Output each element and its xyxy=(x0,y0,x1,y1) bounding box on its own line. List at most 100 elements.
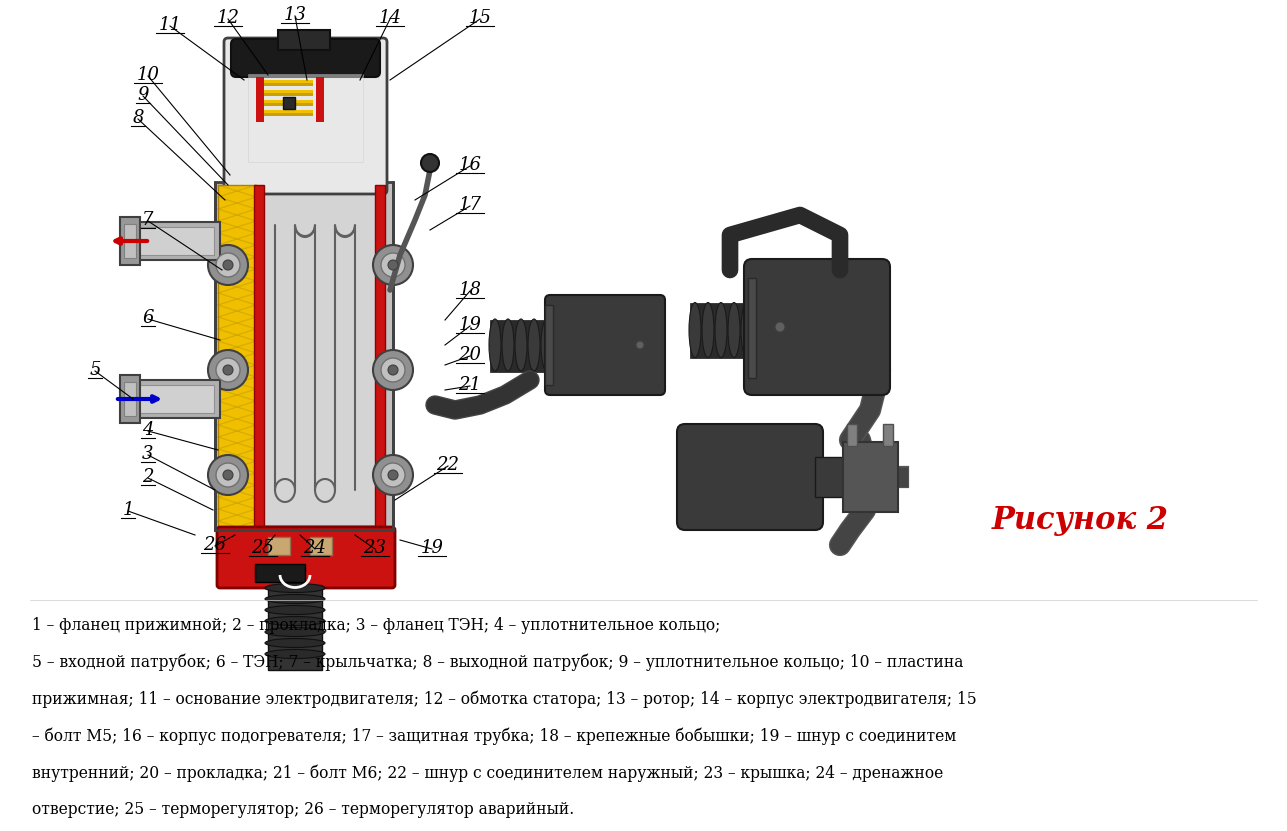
Bar xyxy=(256,77,264,122)
Text: 25: 25 xyxy=(251,539,274,557)
Circle shape xyxy=(387,260,398,270)
Text: 13: 13 xyxy=(283,6,306,24)
Text: 5: 5 xyxy=(89,361,100,379)
Text: прижимная; 11 – основание электродвигателя; 12 – обмотка статора; 13 – ротор; 14: прижимная; 11 – основание электродвигате… xyxy=(32,691,977,708)
Bar xyxy=(228,42,384,190)
Bar xyxy=(124,224,136,258)
Bar xyxy=(220,530,393,585)
Circle shape xyxy=(223,260,233,270)
Text: 2: 2 xyxy=(143,468,153,486)
Bar xyxy=(133,227,214,255)
Bar xyxy=(317,77,324,122)
Ellipse shape xyxy=(716,302,727,357)
Bar xyxy=(843,442,898,512)
Bar xyxy=(254,185,264,530)
Text: 18: 18 xyxy=(458,281,481,299)
Text: 21: 21 xyxy=(458,376,481,394)
Text: 23: 23 xyxy=(363,539,386,557)
Circle shape xyxy=(216,463,239,487)
Ellipse shape xyxy=(689,302,701,357)
Bar xyxy=(257,90,313,96)
Text: 22: 22 xyxy=(436,456,459,474)
Ellipse shape xyxy=(265,650,326,658)
Text: 16: 16 xyxy=(458,156,481,174)
Bar xyxy=(375,185,385,530)
Circle shape xyxy=(387,470,398,480)
Bar xyxy=(268,585,322,670)
Bar xyxy=(120,375,140,423)
Circle shape xyxy=(381,253,405,277)
Bar xyxy=(257,83,313,86)
Ellipse shape xyxy=(265,594,326,603)
Text: – болт М5; 16 – корпус подогревателя; 17 – защитная трубка; 18 – крепежные бобыш: – болт М5; 16 – корпус подогревателя; 17… xyxy=(32,727,956,745)
Text: 8: 8 xyxy=(133,109,144,127)
Bar xyxy=(310,537,332,555)
FancyBboxPatch shape xyxy=(224,38,387,194)
Text: отверстие; 25 – терморегулятор; 26 – терморегулятор аварийный.: отверстие; 25 – терморегулятор; 26 – тер… xyxy=(32,802,574,819)
Text: 24: 24 xyxy=(304,539,327,557)
Bar xyxy=(120,217,140,265)
Text: 14: 14 xyxy=(378,9,402,27)
Circle shape xyxy=(636,341,644,349)
Bar xyxy=(490,320,555,372)
Ellipse shape xyxy=(701,302,714,357)
Text: 5 – входной патрубок; 6 – ТЭН; 7 – крыльчатка; 8 – выходной патрубок; 9 – уплотн: 5 – входной патрубок; 6 – ТЭН; 7 – крыль… xyxy=(32,653,964,671)
Text: 4: 4 xyxy=(143,421,153,439)
Ellipse shape xyxy=(741,302,753,357)
Circle shape xyxy=(216,253,239,277)
Bar xyxy=(227,187,381,525)
FancyBboxPatch shape xyxy=(544,295,665,395)
Bar xyxy=(883,424,893,446)
Ellipse shape xyxy=(265,606,326,614)
Circle shape xyxy=(381,463,405,487)
Text: 1: 1 xyxy=(122,501,134,519)
Bar xyxy=(215,182,393,530)
Bar xyxy=(278,30,329,50)
Ellipse shape xyxy=(728,302,740,357)
Text: 10: 10 xyxy=(136,66,160,84)
Bar xyxy=(257,80,313,86)
Bar xyxy=(257,113,313,116)
Circle shape xyxy=(216,358,239,382)
Text: 19: 19 xyxy=(458,316,481,334)
Text: 19: 19 xyxy=(421,539,444,557)
Text: 15: 15 xyxy=(468,9,492,27)
Bar xyxy=(218,185,256,530)
Text: 1 – фланец прижимной; 2 – прокладка; 3 – фланец ТЭН; 4 – уплотнительное кольцо;: 1 – фланец прижимной; 2 – прокладка; 3 –… xyxy=(32,617,721,633)
Bar xyxy=(236,44,375,72)
Bar xyxy=(544,305,553,385)
Bar xyxy=(130,380,220,418)
Circle shape xyxy=(223,470,233,480)
Circle shape xyxy=(208,455,248,495)
Bar xyxy=(257,100,313,106)
Ellipse shape xyxy=(528,319,541,371)
Text: 17: 17 xyxy=(458,196,481,214)
Bar xyxy=(255,564,305,582)
Ellipse shape xyxy=(515,319,526,371)
Ellipse shape xyxy=(502,319,514,371)
Bar xyxy=(218,185,256,530)
Text: 26: 26 xyxy=(203,536,227,554)
Bar xyxy=(257,110,313,116)
Bar xyxy=(748,278,755,378)
Circle shape xyxy=(775,322,785,332)
Bar xyxy=(283,97,295,109)
Ellipse shape xyxy=(489,319,501,371)
FancyBboxPatch shape xyxy=(744,259,891,395)
Circle shape xyxy=(373,350,413,390)
Circle shape xyxy=(223,365,233,375)
Bar xyxy=(815,457,846,497)
FancyBboxPatch shape xyxy=(218,527,395,588)
Text: 6: 6 xyxy=(143,309,153,327)
Bar xyxy=(130,222,220,260)
Ellipse shape xyxy=(541,319,553,371)
Circle shape xyxy=(373,245,413,285)
Bar xyxy=(124,382,136,416)
Bar xyxy=(268,537,290,555)
Circle shape xyxy=(381,358,405,382)
FancyBboxPatch shape xyxy=(677,424,822,530)
Circle shape xyxy=(208,245,248,285)
Text: 7: 7 xyxy=(143,211,153,229)
Circle shape xyxy=(387,365,398,375)
Text: внутренний; 20 – прокладка; 21 – болт М6; 22 – шнур с соединителем наружный; 23 : внутренний; 20 – прокладка; 21 – болт М6… xyxy=(32,765,943,782)
